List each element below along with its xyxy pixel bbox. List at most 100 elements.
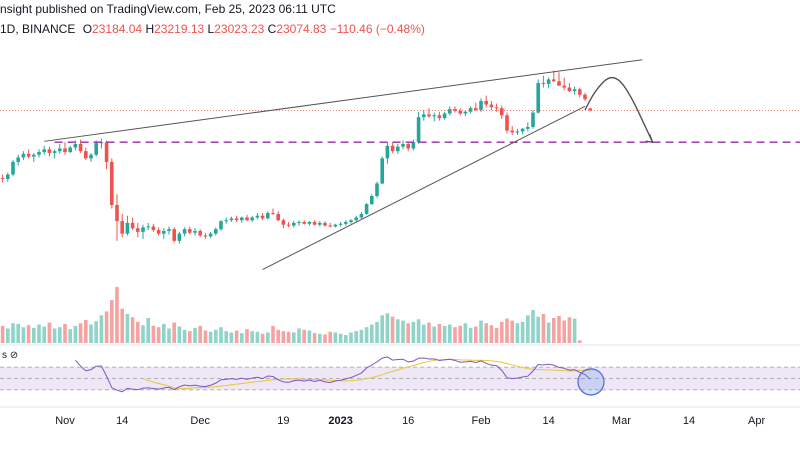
change-value: −110.46 (−0.48%) <box>329 22 425 36</box>
candle <box>536 79 540 114</box>
volume-bar <box>234 330 239 343</box>
volume-bar <box>245 329 249 343</box>
candle-body <box>281 220 286 225</box>
volume-bar <box>151 325 156 343</box>
candle <box>99 138 104 149</box>
candle <box>359 212 364 220</box>
candle <box>344 220 348 226</box>
candle-body <box>588 108 592 111</box>
candle-body <box>453 109 457 111</box>
candle-body <box>432 115 436 117</box>
volume-bar <box>349 332 353 343</box>
candle-body <box>271 213 275 215</box>
candle <box>422 109 426 121</box>
volume-bar <box>208 331 213 343</box>
candle <box>572 86 577 95</box>
candle-body <box>411 142 416 149</box>
volume-bar <box>84 319 88 343</box>
candle-body <box>422 114 426 118</box>
volume-bar <box>255 331 260 343</box>
candle <box>271 208 275 215</box>
volume-pane <box>0 287 582 343</box>
candle-body <box>260 215 265 219</box>
candle <box>385 142 390 164</box>
candle-body <box>489 104 494 108</box>
candle <box>531 109 535 129</box>
candle <box>188 226 192 235</box>
candle-body <box>16 157 20 162</box>
candle <box>146 222 150 231</box>
candle-body <box>6 174 10 179</box>
candle-body <box>463 111 468 114</box>
candle-body <box>375 183 379 196</box>
candle <box>167 226 171 235</box>
volume-bar <box>422 324 426 343</box>
volume-bar <box>359 329 364 343</box>
time-axis-tick-label: 19 <box>277 415 289 427</box>
candle-body <box>214 229 218 234</box>
candle-body <box>58 148 62 152</box>
volume-bar <box>52 328 57 343</box>
candle-body <box>370 196 374 205</box>
candle-body <box>151 226 156 231</box>
low-label: L <box>207 22 215 36</box>
volume-bar <box>323 334 327 343</box>
candle-body <box>234 218 239 221</box>
high-label: H <box>145 22 155 36</box>
close-value: 23074.83 <box>276 22 327 36</box>
candle <box>37 149 41 158</box>
candle-body <box>390 145 395 152</box>
volume-bar <box>500 321 504 343</box>
candle <box>416 111 421 144</box>
volume-bar <box>494 327 499 343</box>
candle-body <box>572 89 577 92</box>
volume-bar <box>427 322 431 343</box>
rsi-pane <box>0 344 800 396</box>
time-axis-tick-label: 14 <box>683 415 695 427</box>
volume-bar <box>380 315 384 343</box>
candle-body <box>42 149 46 153</box>
drawing-annotations <box>0 59 800 270</box>
time-axis-tick-label: 2023 <box>328 415 352 427</box>
volume-bar <box>68 329 72 343</box>
candle <box>125 215 130 236</box>
candle <box>214 227 218 236</box>
candle <box>32 152 36 162</box>
candle-body <box>52 151 57 153</box>
volume-bar <box>99 315 104 343</box>
candle <box>364 203 369 215</box>
candle <box>297 220 301 226</box>
volume-bar <box>110 300 114 343</box>
candle-body <box>349 220 353 222</box>
candle <box>240 216 244 223</box>
candle <box>432 112 436 122</box>
volume-bar <box>474 326 478 343</box>
candle <box>401 140 405 150</box>
candle <box>468 106 473 114</box>
volume-bar <box>32 327 36 343</box>
candle-body <box>479 100 483 110</box>
candle <box>338 222 343 227</box>
volume-bar <box>260 333 265 343</box>
candle-body <box>448 109 452 114</box>
candle <box>349 219 353 224</box>
time-axis-tick-label: Mar <box>612 415 631 427</box>
candle <box>494 103 499 112</box>
candle-body <box>286 224 291 226</box>
volume-bar <box>26 325 31 343</box>
candle-body <box>297 222 301 223</box>
volume-bar <box>401 320 405 343</box>
candle-body <box>536 83 540 113</box>
candle <box>370 194 374 205</box>
publisher-line: nsight published on TradingView.com, Feb… <box>0 2 336 16</box>
rsi-indicator-label: s ⊘ <box>2 350 18 361</box>
candle-body <box>89 154 93 159</box>
volume-bar <box>396 319 400 343</box>
candle-body <box>73 144 78 148</box>
candle <box>115 194 119 241</box>
candle <box>21 151 26 161</box>
price-pane[interactable] <box>0 70 592 244</box>
candle-body <box>136 228 140 232</box>
candle-body <box>224 220 228 222</box>
